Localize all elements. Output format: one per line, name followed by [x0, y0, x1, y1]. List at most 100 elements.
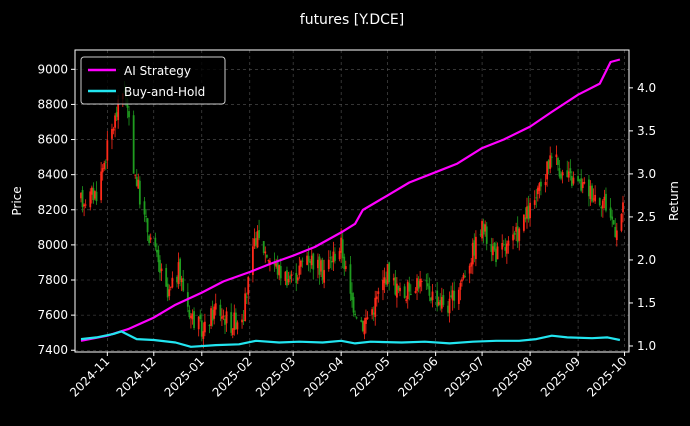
candle-body — [419, 278, 422, 287]
candle-body — [462, 274, 465, 279]
candle-body — [253, 238, 256, 247]
buy-and-hold-line — [80, 330, 621, 348]
candle-body — [535, 197, 538, 199]
candle-body — [522, 214, 525, 231]
y-tick-label-right: 2.0 — [637, 253, 656, 267]
candle-body — [540, 181, 542, 187]
candle-body — [464, 276, 466, 278]
candle-body — [155, 249, 158, 253]
candle-body — [453, 290, 456, 301]
y-axis-label-right: Return — [667, 181, 681, 221]
candle-body — [168, 289, 171, 297]
candle-body — [448, 298, 451, 314]
candle-body — [550, 156, 553, 158]
candle-body — [479, 234, 482, 236]
candle-body — [111, 129, 113, 139]
y-tick-label-right: 3.0 — [637, 167, 656, 181]
candle-body — [388, 262, 391, 283]
candle-body — [159, 259, 161, 273]
candle-body — [557, 157, 559, 166]
candle-body — [392, 278, 395, 281]
candle-body — [279, 266, 282, 279]
candle-body — [560, 173, 562, 179]
candle-body — [154, 237, 157, 247]
candle-body — [481, 221, 483, 239]
candle-body — [296, 277, 299, 281]
candle-body — [224, 318, 226, 325]
candle-body — [245, 296, 248, 298]
candle-body — [569, 168, 572, 174]
candle-body — [177, 262, 180, 285]
candle-body — [190, 315, 192, 319]
chart-title: futures [Y.DCE] — [300, 12, 404, 28]
candle-body — [512, 234, 514, 241]
candle-body — [518, 228, 521, 241]
candle-body — [210, 308, 212, 326]
candle-body — [343, 256, 346, 270]
candle-body — [365, 317, 367, 324]
candle-body — [230, 312, 233, 333]
candle-body — [352, 296, 355, 313]
candle-body — [221, 316, 223, 319]
candle-body — [385, 279, 387, 285]
candle-body — [258, 229, 260, 239]
y-tick-label-left: 8600 — [37, 133, 68, 147]
candle-body — [577, 176, 579, 182]
legend: AI Strategy Buy-and-Hold — [80, 56, 226, 105]
candle-body — [397, 286, 400, 291]
candle-body — [298, 265, 301, 275]
candle-body — [375, 296, 378, 300]
candle-body — [612, 220, 615, 225]
candle-body — [555, 154, 558, 158]
candle-body — [200, 320, 203, 337]
y-tick-label-left: 8400 — [37, 168, 68, 182]
candle-body — [100, 171, 103, 201]
candle-body — [320, 260, 322, 272]
candle-body — [524, 217, 527, 220]
candle-body — [115, 112, 118, 117]
candle-body — [529, 202, 531, 219]
candle-body — [374, 297, 377, 318]
candle-body — [179, 258, 182, 280]
candle-body — [377, 291, 380, 294]
candle-body — [103, 163, 106, 169]
candle-body — [428, 286, 431, 296]
y-tick-label-right: 1.5 — [637, 296, 656, 310]
y-tick-label-right: 1.0 — [637, 339, 656, 353]
candle-body — [95, 191, 98, 202]
candle-body — [213, 306, 216, 319]
candle-body — [306, 255, 308, 265]
candle-body — [202, 331, 205, 339]
candle-body — [330, 260, 333, 263]
candle-body — [318, 256, 321, 275]
candle-body — [157, 249, 160, 263]
candle-body — [89, 191, 92, 208]
candle-body — [219, 304, 222, 316]
candle-body — [233, 312, 236, 330]
candle-body — [363, 320, 366, 335]
candle-body — [276, 261, 279, 275]
candle-body — [457, 289, 460, 304]
candle-body — [430, 297, 432, 301]
candle-body — [495, 248, 497, 263]
candle-body — [146, 218, 149, 233]
candle-body — [310, 255, 313, 266]
candle-body — [578, 179, 581, 181]
candle-body — [620, 213, 623, 231]
legend-label-ai-strategy: AI Strategy — [124, 64, 191, 78]
candle-body — [299, 260, 302, 267]
candle-body — [137, 179, 140, 189]
candle-body — [420, 280, 423, 282]
candle-body — [451, 290, 454, 301]
candle-body — [92, 188, 95, 201]
candle-body — [256, 230, 259, 248]
candle-body — [527, 205, 530, 220]
candle-body — [180, 278, 183, 283]
candle-body — [474, 236, 477, 260]
legend-box — [80, 56, 226, 105]
candle-body — [354, 313, 356, 316]
y-tick-label-left: 9000 — [37, 62, 68, 76]
candle-body — [450, 295, 453, 298]
candle-body — [492, 246, 494, 256]
